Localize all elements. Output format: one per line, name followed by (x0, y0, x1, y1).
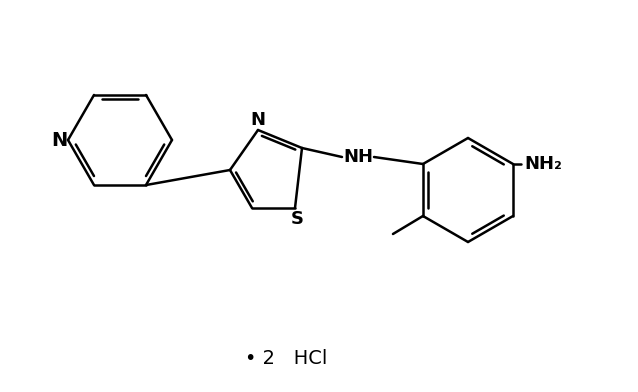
Text: NH₂: NH₂ (524, 155, 562, 173)
Text: • 2   HCl: • 2 HCl (245, 348, 327, 368)
Text: S: S (290, 210, 304, 228)
Text: N: N (251, 111, 265, 129)
Text: NH: NH (343, 148, 373, 166)
Text: N: N (51, 131, 67, 149)
